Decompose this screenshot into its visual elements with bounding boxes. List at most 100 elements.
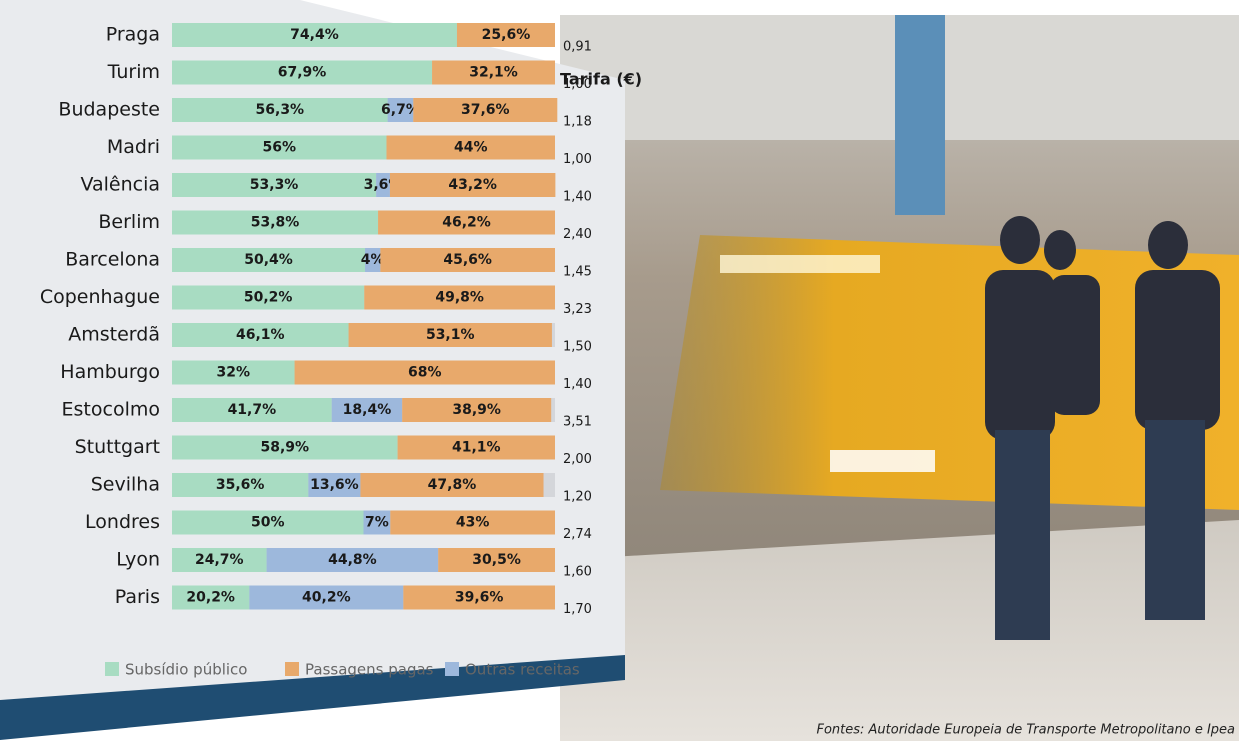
bar-segment: [172, 210, 379, 235]
bar-segment: [397, 435, 555, 460]
city-label: Copenhague: [40, 286, 160, 308]
city-label: Barcelona: [65, 249, 160, 271]
tarifa-value: 1,70: [563, 602, 592, 617]
bar-segment: [172, 23, 457, 47]
bar-segment: [172, 60, 433, 85]
bar-segment: [172, 585, 250, 610]
value-label: 46,2%: [442, 215, 491, 231]
tarifa-value: 1,50: [563, 340, 592, 355]
city-label: Berlim: [98, 211, 160, 233]
bar-segment: [308, 473, 361, 497]
bar-segment: [172, 473, 309, 497]
bar-segment: [331, 398, 403, 422]
value-label: 68%: [408, 365, 442, 381]
value-label: 18,4%: [343, 402, 392, 418]
value-label: 4%: [361, 252, 385, 268]
value-label: 44,8%: [328, 552, 377, 568]
tarifa-value: 1,18: [563, 115, 592, 130]
bar-segment: [172, 360, 295, 385]
bar-segment: [403, 585, 555, 610]
bar-segment: [363, 510, 391, 535]
value-label: 56,3%: [256, 102, 305, 118]
panel-band: [0, 655, 625, 740]
value-label: 41,1%: [452, 440, 501, 456]
value-label: 53,8%: [251, 215, 300, 231]
value-label: 47,8%: [428, 477, 477, 493]
tarifa-value: 0,91: [563, 40, 592, 55]
bar-segment: [172, 173, 377, 197]
tarifa-value: 3,51: [563, 415, 592, 430]
value-label: 32,1%: [469, 65, 518, 81]
tarifa-value: 1,40: [563, 377, 592, 392]
bar-segment: [364, 285, 555, 310]
value-label: 30,5%: [472, 552, 521, 568]
train-window: [830, 450, 935, 472]
train-light: [720, 255, 880, 273]
value-label: 53,1%: [426, 327, 475, 343]
city-label: Turim: [107, 61, 160, 83]
city-label: Praga: [106, 24, 160, 46]
platform: [560, 520, 1239, 741]
city-label: Stuttgart: [75, 436, 160, 458]
bar-segment: [172, 435, 398, 460]
value-label: 50,2%: [244, 290, 293, 306]
bar-segment: [172, 248, 366, 272]
tarifa-title: Tarifa (€): [560, 70, 642, 89]
city-label: Sevilha: [91, 474, 160, 496]
bar-segment: [172, 323, 349, 347]
bar-segment: [172, 398, 332, 422]
legend-swatch: [285, 662, 299, 676]
city-label: Hamburgo: [60, 361, 160, 383]
value-label: 25,6%: [482, 27, 531, 43]
value-label: 49,8%: [435, 290, 484, 306]
bar-segment: [390, 510, 555, 535]
value-label: 43,2%: [448, 177, 497, 193]
legend-swatch: [445, 662, 459, 676]
tarifa-value: 1,40: [563, 190, 592, 205]
value-label: 41,7%: [228, 402, 277, 418]
city-label: Lyon: [116, 549, 160, 571]
value-label: 37,6%: [461, 102, 510, 118]
tarifa-value: 1,20: [563, 490, 592, 505]
tarifa-value: 2,40: [563, 227, 592, 242]
value-label: 46,1%: [236, 327, 285, 343]
bar-segment: [249, 585, 404, 610]
value-label: 43%: [456, 515, 490, 531]
city-label: Madri: [107, 136, 160, 158]
value-label: 6,7%: [381, 102, 420, 118]
value-label: 58,9%: [261, 440, 310, 456]
city-label: Valência: [80, 174, 160, 196]
bar-segment: [172, 285, 365, 310]
value-label: 50,4%: [244, 252, 293, 268]
bar-segment: [294, 360, 555, 385]
bar-segment: [380, 248, 555, 272]
bar-segment: [172, 548, 267, 572]
value-label: 74,4%: [290, 27, 339, 43]
value-label: 20,2%: [186, 590, 235, 606]
tarifa-value: 2,74: [563, 527, 592, 542]
city-label: Amsterdã: [68, 324, 160, 346]
bar-segment: [402, 398, 552, 422]
people: [985, 216, 1220, 640]
city-label: Londres: [85, 511, 160, 533]
bar-segment: [456, 23, 555, 47]
legend-swatch: [105, 662, 119, 676]
bar-segment: [376, 173, 390, 197]
value-label: 38,9%: [452, 402, 501, 418]
bar-segment: [386, 135, 555, 160]
value-label: 56%: [262, 140, 296, 156]
value-label: 40,2%: [302, 590, 351, 606]
bar-segment: [172, 98, 388, 122]
tarifa-value: 3,23: [563, 302, 592, 317]
value-label: 53,3%: [250, 177, 299, 193]
value-label: 32%: [217, 365, 251, 381]
bar-segment: [432, 60, 555, 85]
bar-segment: [172, 510, 364, 535]
value-label: 45,6%: [443, 252, 492, 268]
city-label: Budapeste: [58, 99, 160, 121]
city-label: Estocolmo: [62, 399, 160, 421]
value-label: 24,7%: [195, 552, 244, 568]
bar-segment: [438, 548, 555, 572]
tarifa-value: 1,00: [563, 152, 592, 167]
